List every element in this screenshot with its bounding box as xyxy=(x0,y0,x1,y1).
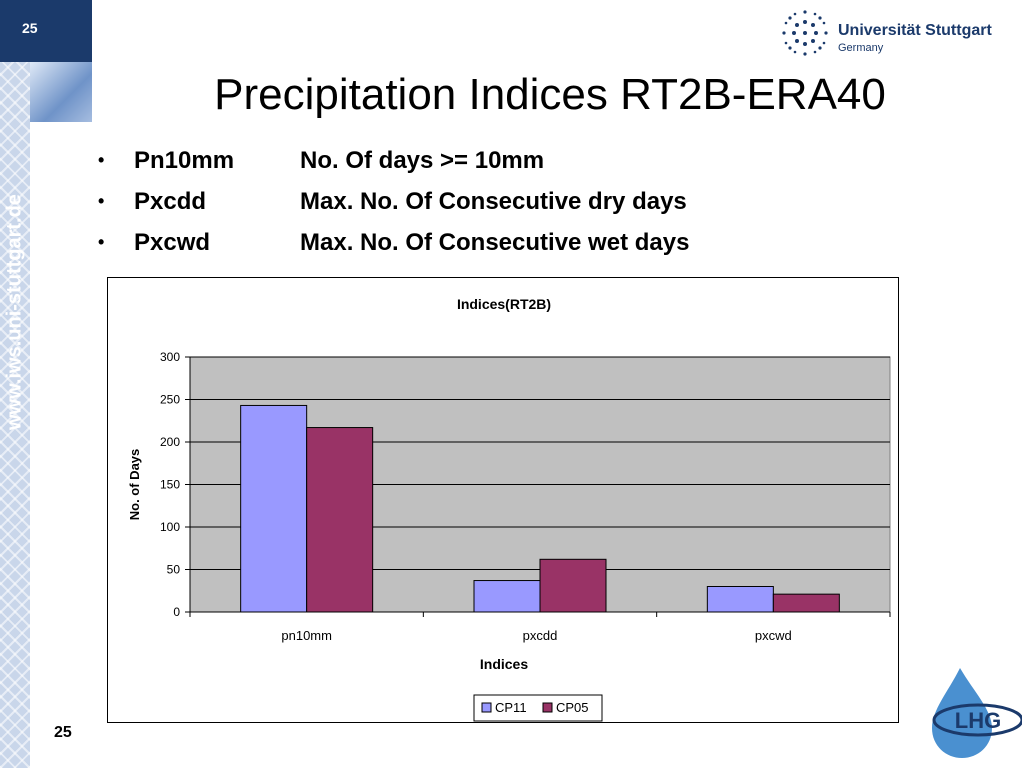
university-seal-icon xyxy=(782,10,828,56)
bar-cp05-pxcwd xyxy=(772,593,840,613)
legend-box xyxy=(473,694,603,722)
bullet-dot-icon: • xyxy=(98,232,105,252)
page-number-bottom: 25 xyxy=(54,724,72,741)
y-tick-label: 100 xyxy=(160,520,180,534)
legend-swatch-cp05 xyxy=(542,702,553,713)
page-number-box: 25 xyxy=(0,0,92,62)
side-url-band: www.iws.uni-stuttgart.de xyxy=(0,120,30,440)
y-tick-label: 150 xyxy=(160,478,180,492)
y-tick-label: 0 xyxy=(173,605,180,619)
university-logo: Universität Stuttgart Germany xyxy=(780,8,1020,58)
bullet-dot-icon: • xyxy=(98,191,105,211)
bar-chart: Indices(RT2B) 0 50 100 150 200 250 300 pn10mm pxc… xyxy=(127,296,891,722)
bar-cp05-pxcdd xyxy=(539,558,607,613)
y-tick-label: 200 xyxy=(160,435,180,449)
side-band xyxy=(0,0,30,768)
university-name: Universität Stuttgart xyxy=(838,22,992,39)
bullet-term: Pxcwd xyxy=(134,228,211,256)
chart-title: Indices(RT2B) xyxy=(457,296,551,312)
bar-cp05-pn10mm xyxy=(306,427,374,613)
bullet-list: • Pn10mm No. Of days >= 10mm • Pxcdd Max… xyxy=(98,140,689,263)
bullet-item: • Pxcwd Max. No. Of Consecutive wet days xyxy=(98,222,689,263)
water-drop-logo-icon: LHG xyxy=(932,668,1024,758)
bullet-dot-icon: • xyxy=(98,150,105,170)
y-tick-label: 50 xyxy=(167,563,181,577)
lhg-logo: LHG xyxy=(918,662,1024,762)
legend-swatch-cp11 xyxy=(481,702,492,713)
bar-cp11-pn10mm xyxy=(240,404,308,613)
bar-cp11-pxcwd xyxy=(706,586,774,613)
header-strip xyxy=(0,0,1024,62)
slide-title: Precipitation Indices RT2B-ERA40 xyxy=(214,70,886,119)
lhg-logo-text: LHG xyxy=(955,708,1001,733)
x-tick-label: pxcwd xyxy=(755,628,792,643)
bullet-definition: No. Of days >= 10mm xyxy=(300,146,545,174)
bullet-item: • Pn10mm No. Of days >= 10mm xyxy=(98,140,689,181)
bullet-term: Pxcdd xyxy=(134,187,207,215)
university-country: Germany xyxy=(838,42,884,54)
bullet-term: Pn10mm xyxy=(134,146,235,174)
y-axis-label: No. of Days xyxy=(127,449,142,521)
bullet-definition: Max. No. Of Consecutive wet days xyxy=(300,228,690,256)
bullet-item: • Pxcdd Max. No. Of Consecutive dry days xyxy=(98,181,689,222)
legend-label-cp11: CP11 xyxy=(495,700,527,715)
chart-frame: Indices(RT2B) 0 50 100 150 200 250 300 pn10mm pxc… xyxy=(107,277,899,723)
bar-cp11-pxcdd xyxy=(473,580,541,613)
side-url-text: www.iws.uni-stuttgart.de xyxy=(3,194,26,430)
x-tick-label: pn10mm xyxy=(281,628,332,643)
y-tick-label: 300 xyxy=(160,350,180,364)
x-axis-label: Indices xyxy=(480,656,528,672)
header-image xyxy=(30,62,92,122)
page-number-top: 25 xyxy=(22,20,38,36)
bullet-definition: Max. No. Of Consecutive dry days xyxy=(300,187,687,215)
y-tick-label: 250 xyxy=(160,393,180,407)
legend-label-cp05: CP05 xyxy=(556,700,589,715)
x-tick-label: pxcdd xyxy=(523,628,558,643)
